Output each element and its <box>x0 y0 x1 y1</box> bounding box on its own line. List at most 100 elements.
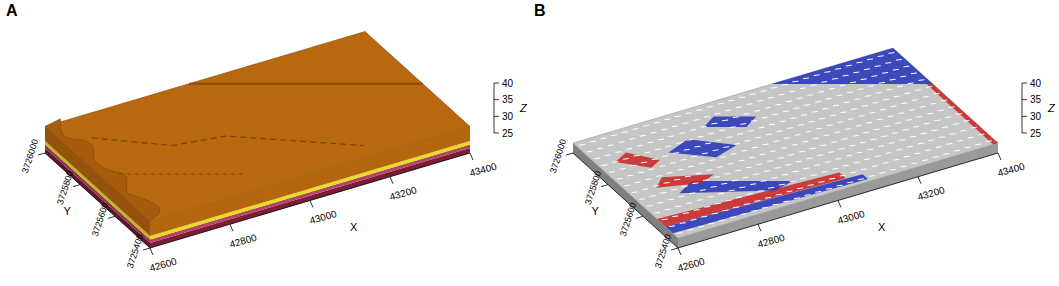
vector-arrow <box>946 143 952 145</box>
vector-arrow <box>800 87 806 89</box>
vector-arrow <box>978 134 984 136</box>
vector-arrow <box>690 219 696 221</box>
y-tick-label: 3725800 <box>583 170 603 206</box>
vector-arrow <box>888 115 894 117</box>
x-tick <box>390 177 393 184</box>
vector-arrow <box>779 184 785 186</box>
vector-arrow <box>624 185 630 187</box>
vector-arrow <box>851 108 857 110</box>
vector-field <box>579 53 992 234</box>
x-tick-label: 43400 <box>468 160 498 178</box>
vector-arrow <box>738 160 744 162</box>
vector-arrow <box>836 95 842 97</box>
vector-arrow <box>644 152 650 154</box>
vector-arrow <box>691 156 697 158</box>
vector-arrow <box>778 157 784 159</box>
vector-arrow <box>878 145 884 147</box>
vector-arrow <box>965 147 971 149</box>
y-tick-label: 3725600 <box>618 201 638 237</box>
vector-arrow <box>762 117 768 119</box>
vector-arrow <box>815 191 821 193</box>
vector-arrow <box>845 128 851 130</box>
x-axis-title: X <box>350 221 358 233</box>
vector-arrow <box>751 120 757 122</box>
vector-arrow <box>622 131 628 133</box>
vector-arrow <box>685 176 691 178</box>
vector-arrow <box>716 139 722 141</box>
vector-arrow <box>796 161 802 163</box>
vector-arrow <box>814 74 820 76</box>
vector-arrow <box>686 202 692 204</box>
vector-arrow <box>705 143 711 145</box>
x-tick <box>678 248 681 255</box>
z-tick <box>494 99 499 100</box>
vector-arrow <box>825 161 831 163</box>
vector-arrow <box>647 205 653 207</box>
vector-arrow <box>892 132 898 134</box>
vector-arrow <box>935 120 941 122</box>
vector-arrow <box>948 106 954 108</box>
vector-arrow <box>698 226 704 228</box>
vector-arrow <box>804 104 810 106</box>
z-tick <box>494 133 499 134</box>
vector-arrow <box>914 153 920 155</box>
vector-arrow <box>757 100 763 102</box>
vector-arrow <box>602 164 608 166</box>
vector-arrow <box>677 232 683 234</box>
vector-arrow <box>882 72 888 74</box>
vector-arrow <box>805 194 811 196</box>
vector-arrow <box>864 158 870 160</box>
z-axis-line <box>494 83 495 133</box>
vector-arrow <box>842 138 848 140</box>
y-tick-label: 3725400 <box>653 233 673 269</box>
vector-arrow <box>797 97 803 99</box>
vector-arrow <box>715 113 721 115</box>
y-axis-title: Y <box>64 205 72 217</box>
vector-arrow <box>651 132 657 134</box>
vector-arrow <box>717 166 723 168</box>
vector-arrow <box>751 210 757 212</box>
x-tick <box>230 224 233 231</box>
vector-arrow <box>918 79 924 81</box>
vector-arrow <box>762 207 768 209</box>
vector-arrow <box>911 162 917 164</box>
x-tick-label: 42800 <box>756 232 786 250</box>
vector-arrow <box>647 142 653 144</box>
vector-arrow <box>798 124 804 126</box>
vector-arrow <box>632 128 638 130</box>
vector-arrow <box>733 116 739 118</box>
vector-arrow <box>694 209 700 211</box>
vector-arrow <box>941 100 947 102</box>
vector-arrow <box>623 158 629 160</box>
vector-arrow <box>790 117 796 119</box>
vector-arrow <box>760 153 766 155</box>
vector-arrow <box>783 200 789 202</box>
vector-arrow <box>893 159 899 161</box>
vector-arrow <box>936 146 942 148</box>
vector-arrow <box>743 113 749 115</box>
vector-arrow <box>707 196 713 198</box>
vector-arrow <box>679 132 685 134</box>
vector-arrow <box>918 143 924 145</box>
y-tick-label: 3726000 <box>548 138 568 174</box>
vector-arrow <box>671 189 677 191</box>
vector-arrow <box>763 143 769 145</box>
vector-arrow <box>658 139 664 141</box>
vector-arrow <box>858 178 864 180</box>
vector-arrow <box>718 103 724 105</box>
vector-arrow <box>637 145 643 147</box>
y-tick <box>671 248 678 250</box>
vector-arrow <box>597 148 603 150</box>
vector-arrow <box>743 177 749 179</box>
vector-arrow <box>668 199 674 201</box>
vector-arrow <box>752 147 758 149</box>
x-tick-label: 42800 <box>228 232 258 250</box>
vector-arrow <box>869 112 875 114</box>
vector-arrow <box>905 92 911 94</box>
vector-arrow <box>875 155 881 157</box>
vector-arrow <box>909 109 915 111</box>
vector-arrow <box>975 143 981 145</box>
vector-arrow <box>808 184 814 186</box>
vector-arrow <box>824 71 830 73</box>
vector-arrow <box>784 137 790 139</box>
